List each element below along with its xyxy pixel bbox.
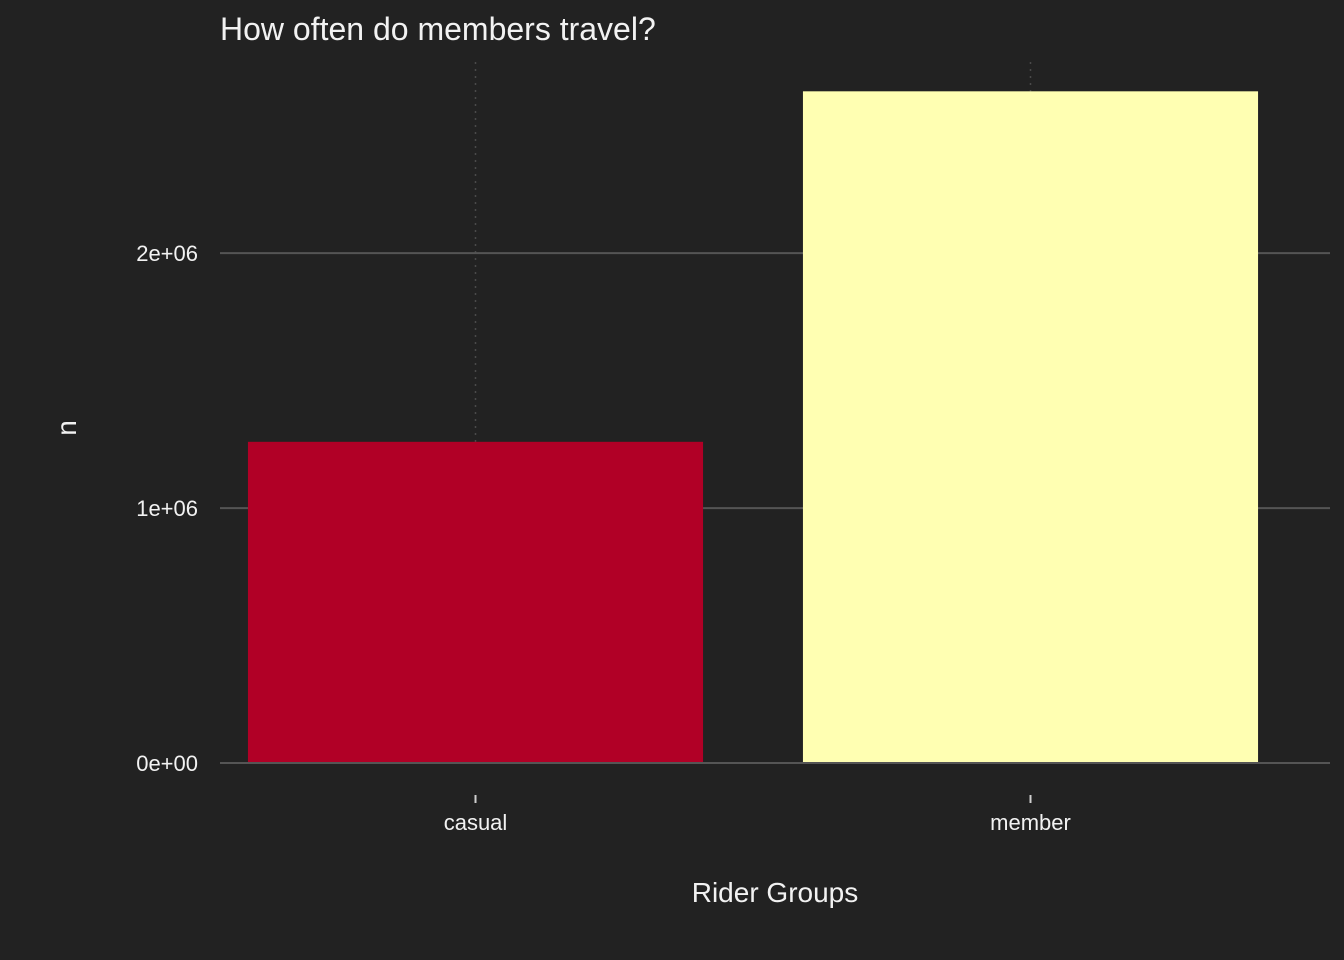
- bar-member: [802, 91, 1259, 763]
- y-tick-label: 1e+06: [136, 496, 198, 521]
- y-axis-title: n: [51, 420, 82, 436]
- bar-casual: [247, 441, 704, 763]
- bar-layer: [247, 91, 1259, 763]
- chart-title: How often do members travel?: [220, 11, 656, 47]
- y-tick-label: 0e+00: [136, 751, 198, 776]
- axis-layer: 0e+00 1e+06 2e+06 casual member: [136, 241, 1330, 835]
- x-axis-title: Rider Groups: [692, 877, 859, 908]
- x-tick-label: casual: [444, 810, 508, 835]
- y-tick-label: 2e+06: [136, 241, 198, 266]
- x-tick-label: member: [990, 810, 1071, 835]
